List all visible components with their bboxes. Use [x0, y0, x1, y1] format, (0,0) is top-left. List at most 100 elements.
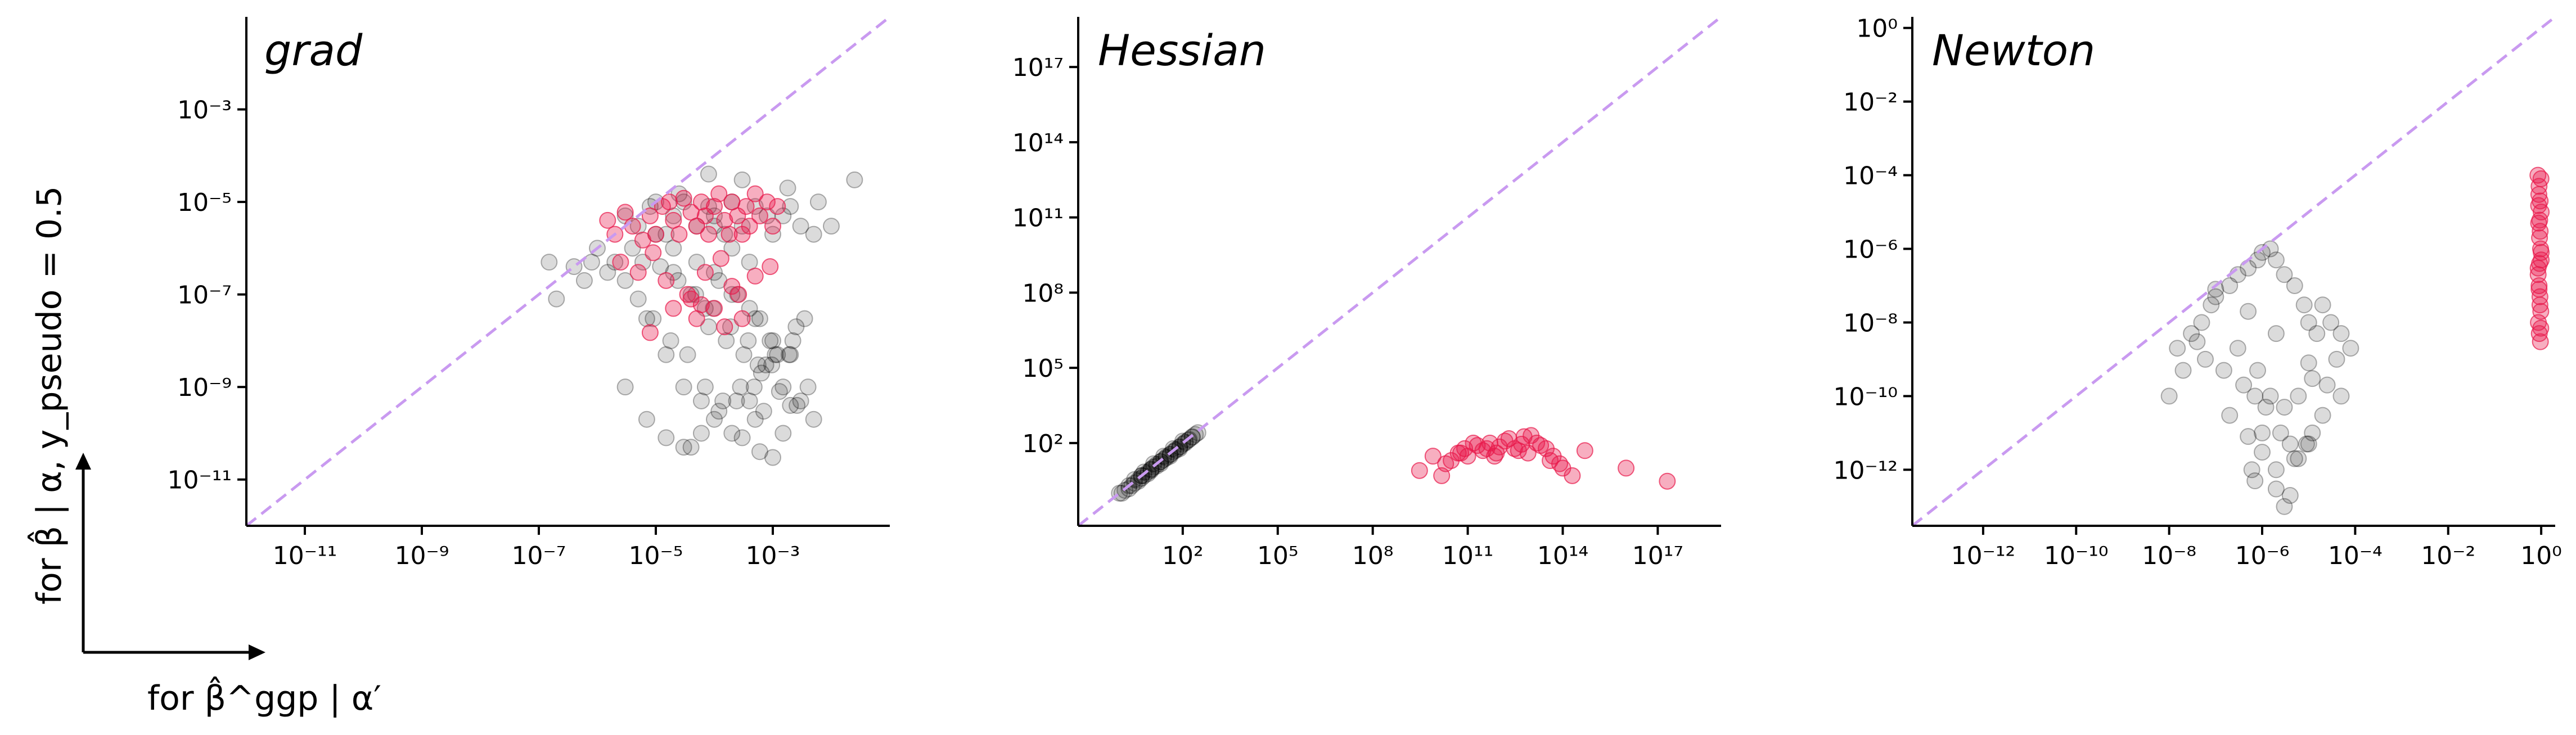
hessian-red-point	[1528, 434, 1546, 452]
grad-black-point	[782, 396, 799, 414]
hessian-diagonal-line	[1077, 16, 1722, 527]
grad-red-point	[746, 267, 764, 285]
grad-black-point	[638, 411, 655, 428]
newton-y-ticks: 10⁻¹² 10⁻¹⁰ 10⁻⁸ 10⁻⁶ 10⁻⁴ 10⁻² 10⁰	[1834, 15, 1912, 485]
hessian-red-point	[1542, 452, 1559, 470]
newton-black-point	[2249, 362, 2267, 379]
grad-black-point	[575, 272, 593, 289]
hessian-y-tick-label: 10⁸	[1022, 279, 1064, 308]
grad-black-point	[809, 193, 827, 211]
newton-x-tick-label: 10⁰	[2520, 542, 2562, 570]
grad-diagonal-line	[245, 16, 891, 527]
grad-red-point	[733, 310, 751, 327]
grad-x-ticks: 10⁻¹¹ 10⁻⁹ 10⁻⁷ 10⁻⁵ 10⁻³	[273, 526, 800, 570]
newton-y-tick-label: 10⁻¹⁰	[1834, 382, 1898, 411]
grad-black-point	[805, 411, 822, 428]
newton-red-point	[2532, 170, 2550, 187]
newton-black-point	[2183, 325, 2200, 342]
grad-black-point	[616, 272, 634, 289]
grad-black-point	[796, 310, 813, 327]
grad-red-point	[723, 278, 741, 295]
grad-black-point	[638, 310, 655, 327]
hessian-black-point	[1171, 440, 1188, 457]
hessian-black-point	[1145, 455, 1163, 472]
hessian-y-tick-label: 10⁵	[1022, 354, 1064, 383]
newton-black-point	[2286, 277, 2303, 294]
grad-red-point	[629, 264, 647, 281]
newton-black-point	[2304, 370, 2321, 387]
grad-black-point	[753, 364, 770, 382]
grad-red-point	[712, 250, 729, 267]
grad-black-point	[799, 378, 817, 396]
newton-red-point	[2532, 303, 2550, 320]
grad-black-point	[746, 411, 764, 428]
newton-title: Newton	[1932, 25, 2095, 75]
newton-black-point	[2203, 296, 2220, 314]
newton-black-point	[2221, 277, 2239, 294]
hessian-x-ticks: 10² 10⁵ 10⁸ 10¹¹ 10¹⁴ 10¹⁷	[1162, 526, 1683, 570]
hessian-x-tick-label: 10²	[1162, 542, 1204, 570]
hessian-y-tick-label: 10¹⁷	[1012, 53, 1064, 82]
newton-black-point	[2342, 340, 2359, 357]
panel-newton: 10⁻¹² 10⁻¹⁰ 10⁻⁸ 10⁻⁶ 10⁻⁴ 10⁻² 10⁰ 10⁻¹² 10⁻¹⁰…	[1834, 15, 2562, 570]
grad-black-point	[733, 171, 751, 188]
newton-black-point	[2243, 461, 2260, 479]
grad-black-point	[763, 356, 781, 373]
grad-red-point	[706, 198, 723, 215]
newton-red-point	[2531, 296, 2548, 314]
grad-red-point	[641, 324, 659, 341]
newton-black-point	[2318, 376, 2336, 394]
corner-axes	[75, 453, 265, 660]
grad-black-point	[774, 207, 792, 224]
grad-black-point	[706, 411, 723, 428]
grad-red-point	[764, 218, 781, 235]
newton-black-point	[2304, 424, 2321, 441]
hessian-red-point	[1411, 462, 1428, 479]
hessian-black-point	[1155, 451, 1172, 468]
grad-black-point	[669, 272, 687, 289]
grad-black-point	[762, 332, 779, 349]
figure-x-label: for β̂^ggp | α′	[147, 677, 381, 718]
newton-black-point	[2254, 424, 2271, 441]
grad-black-point	[774, 378, 792, 396]
newton-black-points	[2160, 240, 2359, 515]
grad-black-point	[606, 254, 624, 271]
grad-red-point	[751, 207, 768, 224]
newton-black-point	[2267, 461, 2285, 479]
newton-black-point	[2207, 281, 2224, 298]
newton-black-point	[2314, 296, 2331, 314]
newton-x-tick-label: 10⁻¹⁰	[2044, 542, 2109, 570]
grad-red-point	[700, 226, 717, 243]
grad-red-point	[641, 207, 659, 224]
grad-black-point	[789, 396, 806, 414]
grad-y-tick-label: 10⁻³	[177, 96, 232, 125]
grad-black-point	[696, 378, 714, 396]
hessian-black-point	[1161, 448, 1179, 465]
grad-black-point	[741, 392, 758, 409]
hessian-black-point	[1167, 442, 1185, 459]
hessian-y-ticks: 10² 10⁵ 10⁸ 10¹¹ 10¹⁴ 10¹⁷	[1012, 53, 1078, 458]
hessian-red-point	[1576, 442, 1593, 459]
grad-red-point	[675, 190, 692, 207]
grad-black-point	[675, 378, 692, 396]
newton-black-point	[2267, 325, 2285, 342]
newton-black-point	[2254, 444, 2271, 461]
grad-black-point	[692, 392, 710, 409]
grad-red-point	[660, 193, 678, 211]
grad-black-point	[706, 207, 723, 224]
grad-black-point	[823, 218, 840, 235]
grad-black-point	[541, 254, 558, 271]
newton-black-point	[2160, 387, 2178, 405]
grad-red-point	[657, 272, 675, 289]
newton-black-point	[2276, 498, 2293, 515]
grad-black-point	[728, 392, 745, 409]
newton-red-point	[2532, 223, 2549, 240]
grad-red-point	[616, 204, 634, 221]
newton-black-point	[2332, 387, 2350, 405]
grad-black-point	[780, 346, 798, 363]
grad-x-tick-label: 10⁻⁵	[629, 542, 683, 570]
hessian-red-point	[1618, 459, 1635, 477]
newton-black-point	[2240, 303, 2257, 320]
grad-black-point	[805, 226, 822, 243]
